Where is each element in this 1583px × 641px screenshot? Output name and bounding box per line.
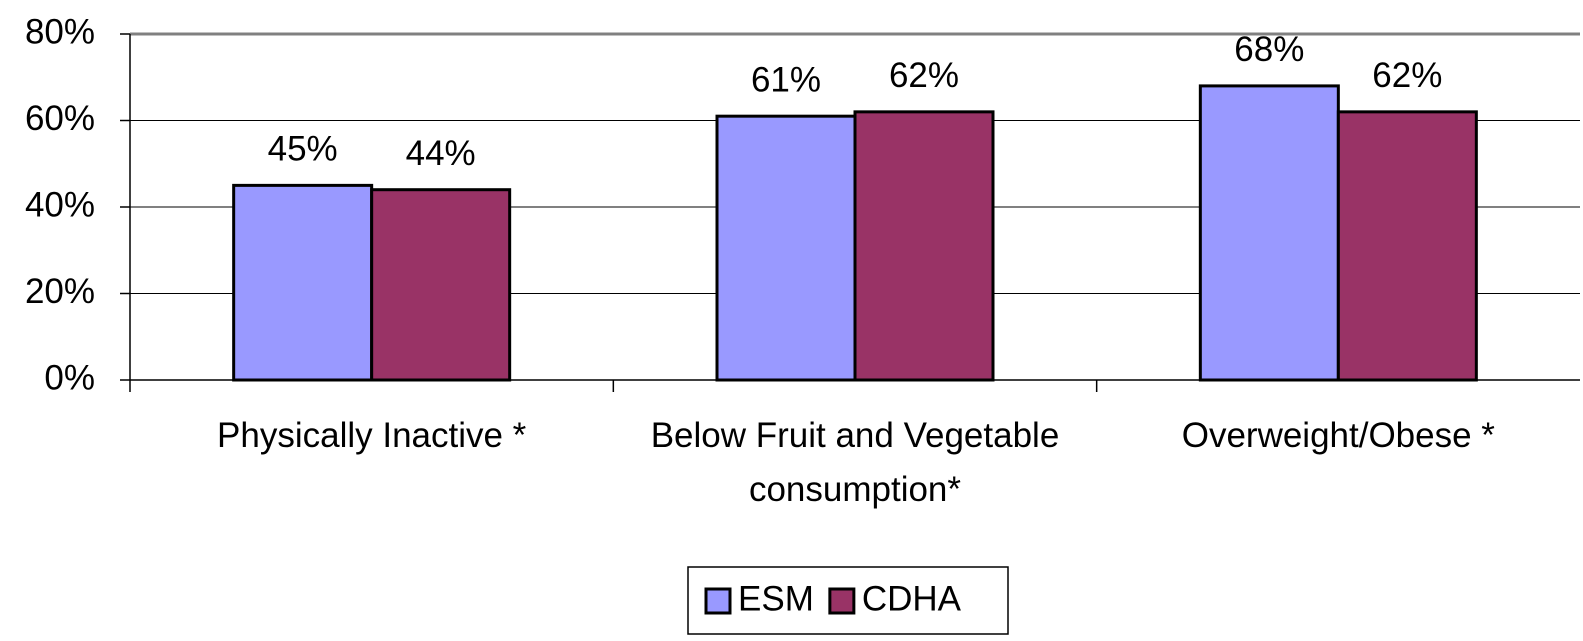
value-label: 45% [268,130,338,169]
y-tick-label: 80% [25,12,95,51]
legend-swatch [828,587,856,615]
bar [1336,110,1478,382]
x-tick-label: Below Fruit and Vegetable consumption* [651,416,1060,509]
value-label: 61% [751,60,821,99]
legend-label: ESM [738,579,814,618]
value-label: 44% [406,134,476,173]
bar [1198,84,1340,382]
bar [715,114,857,382]
bar [853,110,995,382]
y-tick-label: 40% [25,185,95,224]
value-label: 62% [889,56,959,95]
legend-swatch [704,587,732,615]
value-label: 62% [1372,56,1442,95]
value-label: 68% [1234,30,1304,69]
x-tick-label: Overweight/Obese * [1182,416,1496,455]
y-tick-label: 20% [25,272,95,311]
bar [370,188,512,382]
y-tick-label: 0% [44,358,95,397]
y-tick-label: 60% [25,99,95,138]
x-tick-label: Physically Inactive * [217,416,527,455]
legend-label: CDHA [862,579,962,618]
bar [232,183,374,382]
